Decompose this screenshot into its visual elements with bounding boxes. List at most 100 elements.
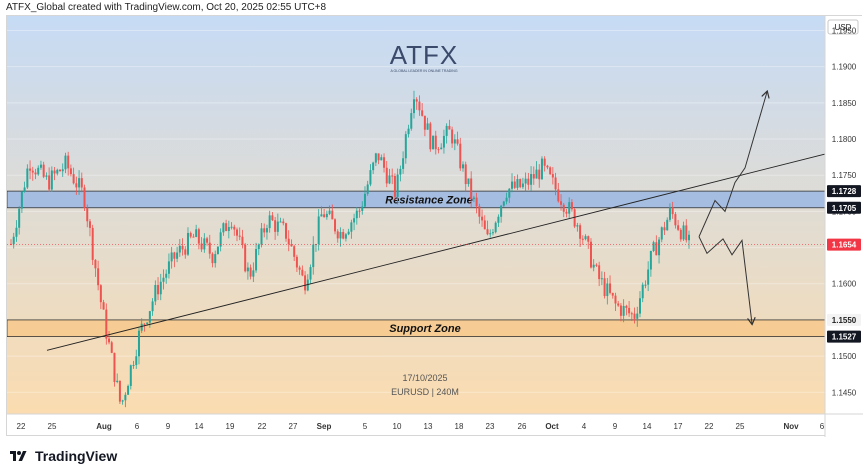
candle-body [456,139,459,144]
candle-body [26,168,29,188]
candle-body [603,278,606,297]
candle-body [88,221,91,228]
y-tick-label: 1.1900 [832,63,857,72]
y-tick-label: 1.1800 [832,135,857,144]
candle-body [129,365,132,386]
candle-body [186,232,189,255]
plot-background [7,16,825,414]
candle-body [663,227,666,231]
x-tick-label: 18 [455,422,464,431]
candle-body [347,231,350,235]
candle-body [383,157,386,168]
candle-body [276,221,279,232]
x-tick-label: 4 [582,422,587,431]
candle-body [415,99,418,102]
candle-body [600,278,603,280]
price-label-box [827,330,861,343]
candle-body [562,204,565,212]
candle-body [59,169,62,172]
y-tick-label: 1.1600 [832,280,857,289]
candle-body [440,147,443,150]
candle-body [560,201,563,205]
candle-body [320,214,323,217]
candle-body [344,234,347,239]
candle-body [189,232,192,237]
projection-bearish [698,236,752,324]
candle-body [178,245,181,253]
candle-body [15,227,18,237]
candle-body [516,179,519,188]
candle-body [660,227,663,240]
candle-body [543,158,546,166]
candle-body [176,252,179,259]
candle-body [554,177,557,190]
candle-body [236,229,238,236]
candle-body [184,249,187,255]
y-tick-label: 1.1950 [832,26,857,35]
candle-body [290,244,293,247]
x-tick-label: 14 [195,422,204,431]
candle-body [271,215,274,221]
candle-body [121,400,124,402]
candle-body [135,356,138,365]
candle-body [619,305,622,316]
candle-body [113,352,116,382]
candle-body [80,178,83,188]
x-tick-label: 9 [613,422,618,431]
candle-body [421,110,424,116]
candle-body [195,229,198,237]
candle-body [29,168,32,171]
candle-body [219,232,222,247]
x-tick-label: 14 [643,422,652,431]
chart-attribution: ATFX_Global created with TradingView.com… [6,2,327,13]
candle-body [257,244,260,250]
candle-body [192,236,195,238]
y-tick-label: 1.1450 [832,388,857,397]
candle-body [69,168,72,175]
x-tick-label: 25 [48,422,57,431]
candle-body [225,223,228,231]
candle-body [644,284,647,286]
candle-body [53,170,56,174]
candle-body [78,178,81,188]
price-label: 1.1654 [832,241,857,250]
tradingview-logo-icon [10,451,27,461]
candle-body [500,205,503,217]
candle-body [230,226,233,228]
candle-body [162,277,165,282]
price-label-box [827,238,861,251]
candle-body [39,164,42,168]
watermark-symbol: EURUSD | 240M [391,387,459,397]
candle-body [540,158,543,180]
candle-body [50,170,53,190]
price-label: 1.1728 [832,187,857,196]
candle-body [666,219,669,231]
candle-body [274,220,277,232]
candle-body [72,174,75,184]
candle-body [636,313,639,319]
chart-frame[interactable]: Resistance Zone Support Zone ATFX A GLOBAL… [6,15,863,437]
candle-body [521,183,524,188]
x-tick-label: 10 [393,422,402,431]
candle-body [611,292,614,296]
candle-body [200,243,203,250]
candle-body [682,225,685,240]
candle-body [426,123,429,130]
candle-body [268,215,271,229]
price-label-box [827,185,861,198]
x-tick-label: 25 [736,422,745,431]
candle-body [641,284,644,299]
candle-body [143,323,146,325]
candle-body [677,225,680,230]
candle-body [437,149,440,151]
x-tick-label: Sep [317,422,332,431]
candle-body [298,267,301,270]
candle-body [638,298,641,314]
candle-body [309,267,312,280]
candle-body [652,242,655,251]
candle-body [674,214,677,226]
candle-body [429,123,432,150]
candle-body [244,244,247,272]
candle-body [519,179,522,188]
